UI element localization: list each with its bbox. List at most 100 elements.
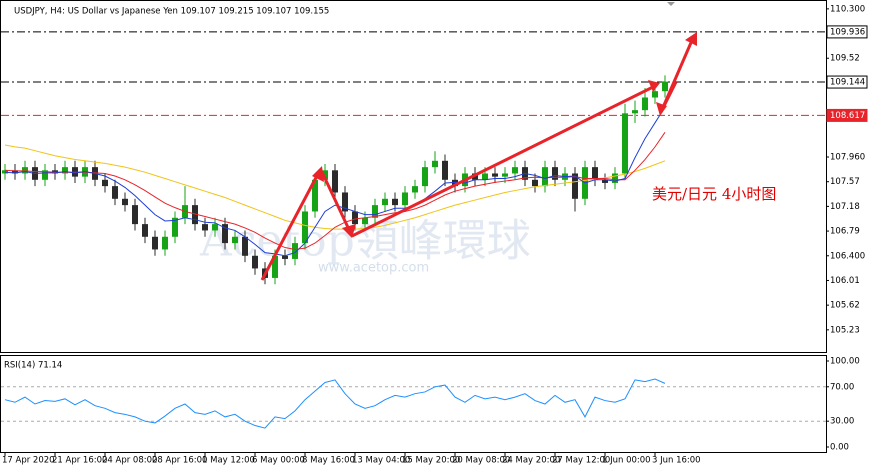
x-tick-label: 28 Apr 16:00: [152, 456, 207, 466]
candle-body: [612, 173, 618, 183]
arrowhead: [312, 166, 324, 182]
candle-body: [282, 255, 288, 259]
x-tick-label: 24 Apr 08:00: [102, 456, 157, 466]
arrowhead: [656, 102, 667, 116]
rsi-label: RSI(14) 71.14: [4, 361, 62, 371]
rsi-panel: [0, 355, 827, 453]
moving-average: [4, 132, 666, 250]
candle-body: [222, 224, 228, 244]
x-tick-label: 1 May 12:00: [202, 456, 255, 466]
candle-body: [622, 113, 628, 174]
price-label-box: [826, 108, 868, 122]
candle-body: [172, 217, 178, 237]
candle-body: [272, 255, 278, 278]
candle-body: [12, 170, 18, 174]
candle-body: [152, 236, 158, 250]
candle-body: [512, 167, 518, 174]
x-tick-label: 13 May 04:00: [352, 456, 410, 466]
y-tick-label: 30.00: [830, 417, 854, 427]
arrowhead: [342, 224, 356, 238]
x-tick-label: 3 Jun 16:00: [652, 456, 701, 466]
price-label-box: [826, 25, 868, 39]
candle-body: [442, 160, 448, 180]
x-tick-label: 21 Apr 16:00: [52, 456, 107, 466]
candle-body: [212, 224, 218, 231]
y-tick-label: 107.18: [830, 202, 860, 212]
candle-body: [552, 167, 558, 180]
candle-body: [372, 205, 378, 218]
candle-body: [122, 198, 128, 206]
candle-body: [352, 211, 358, 225]
candle-body: [482, 173, 488, 180]
candle-body: [542, 167, 548, 187]
x-tick-label: 1 Jun 00:00: [602, 456, 651, 466]
watermark-url: www.acetop.com: [318, 261, 429, 276]
y-tick-label: 106.400: [830, 251, 865, 261]
price-level-label: 109.144: [830, 78, 865, 88]
y-tick-label: 105.62: [830, 301, 860, 311]
candle-body: [382, 198, 388, 206]
candle-body: [502, 173, 508, 177]
arrowhead: [648, 80, 660, 92]
x-tick-label: 8 May 16:00: [302, 456, 355, 466]
main-panel: [0, 0, 827, 353]
candle-body: [652, 91, 658, 98]
candle-body: [132, 205, 138, 225]
chart-title: USDJPY, H4: US Dollar vs Japanese Yen 10…: [14, 7, 329, 17]
y-tick-label: 107.57: [830, 177, 860, 187]
moving-average: [4, 144, 666, 230]
candle-body: [312, 179, 318, 212]
candle-body: [432, 160, 438, 168]
arrowhead: [685, 32, 697, 46]
trend-arrows: [260, 32, 697, 281]
candle-body: [202, 224, 208, 231]
y-tick-label: 0.00: [830, 443, 849, 453]
x-tick-label: 6 May 00:00: [252, 456, 305, 466]
candle-body: [532, 179, 538, 187]
candle-body: [642, 97, 648, 111]
candle-body: [602, 179, 608, 183]
x-tick-label: 15 May 20:00: [402, 456, 460, 466]
y-tick-label: 100.00: [830, 356, 860, 366]
shift-marker: [667, 2, 675, 6]
candle-body: [422, 167, 428, 187]
arrow-up: [659, 37, 695, 113]
candle-body: [392, 198, 398, 206]
candle-body: [632, 110, 638, 114]
candle-body: [232, 236, 238, 244]
candle-body: [412, 186, 418, 193]
candle-body: [142, 224, 148, 237]
candle-body: [112, 186, 118, 199]
y-tick-label: 110.300: [830, 4, 865, 14]
y-tick-label: 106.79: [830, 227, 860, 237]
candle-body: [192, 205, 198, 225]
candle-body: [452, 179, 458, 187]
candle-body: [302, 211, 308, 244]
arrow-up: [260, 169, 322, 281]
x-tick-label: 27 May 12:00: [552, 456, 610, 466]
candle-body: [662, 81, 668, 92]
y-tick-label: 70.00: [830, 382, 854, 392]
price-level-label: 108.617: [830, 111, 865, 121]
candle-body: [332, 170, 338, 193]
x-tick-label: 20 May 08:00: [452, 456, 510, 466]
candle-body: [42, 170, 48, 180]
moving-average: [4, 106, 666, 257]
x-tick-label: 17 Apr 2020: [2, 456, 55, 466]
candle-body: [252, 255, 258, 269]
candle-body: [102, 179, 108, 187]
candle-body: [162, 236, 168, 250]
candle-body: [592, 167, 598, 180]
candle-body: [2, 170, 8, 174]
candle-body: [342, 192, 348, 212]
price-label-box: [826, 75, 868, 89]
y-tick-label: 105.23: [830, 325, 860, 335]
y-tick-label: 106.01: [830, 276, 860, 286]
rsi-line: [4, 378, 666, 429]
candle-body: [242, 236, 248, 256]
candle-body: [362, 217, 368, 225]
candle-body: [62, 167, 68, 174]
candle-body: [22, 167, 28, 174]
candle-body: [572, 173, 578, 199]
